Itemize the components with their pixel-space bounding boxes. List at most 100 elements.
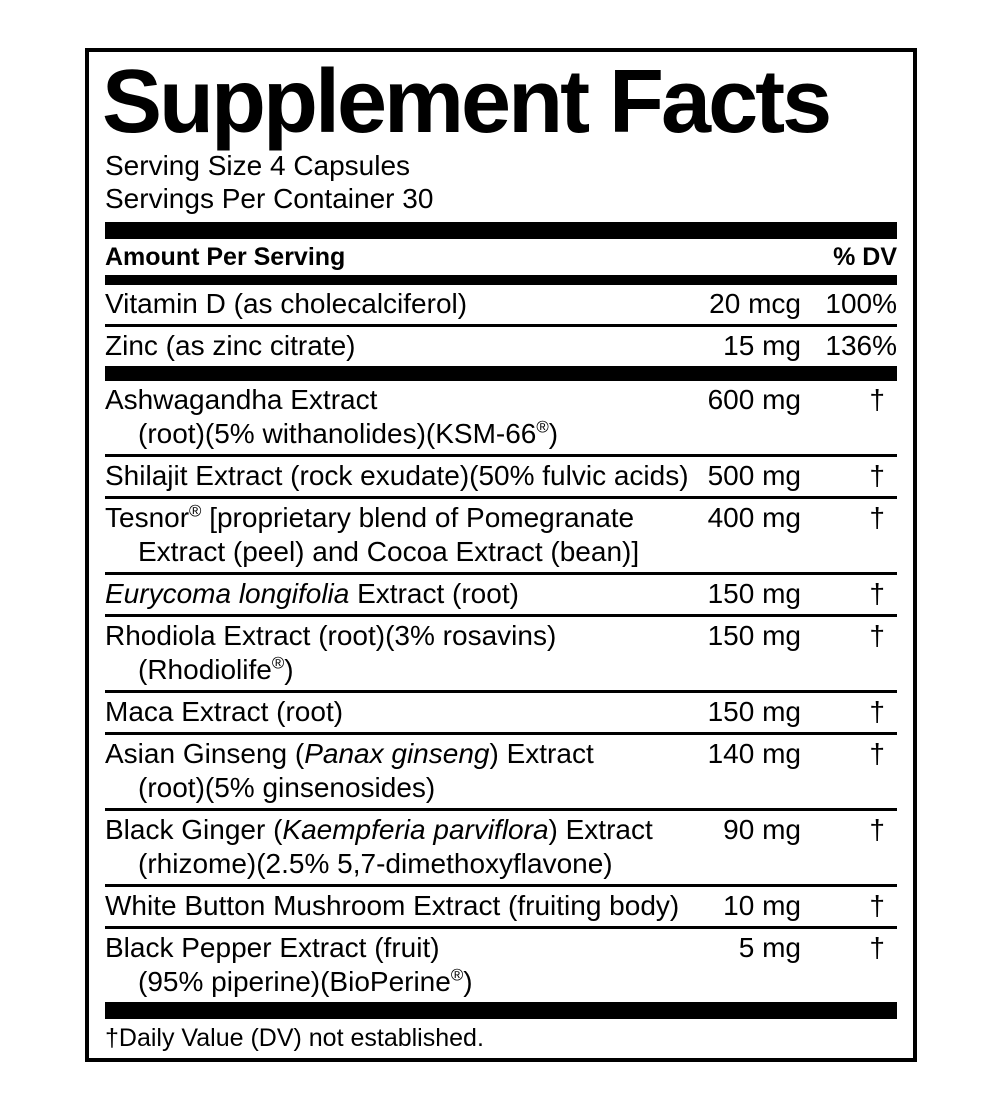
text-segment: Maca Extract (root) <box>105 696 344 727</box>
text-segment: Panax ginseng <box>304 738 490 769</box>
ingredient-row: Tesnor® [proprietary blend of Pomegranat… <box>105 496 897 572</box>
ingredient-name-line: (Rhodiolife®) <box>105 653 701 687</box>
ingredient-name-line: Shilajit Extract (rock exudate)(50% fulv… <box>105 459 701 493</box>
ingredient-name-line: Extract (peel) and Cocoa Extract (bean)] <box>105 535 701 569</box>
ingredient-amount: 150 mg <box>707 578 801 609</box>
ingredient-row: Zinc (as zinc citrate) 15 mg 136% <box>105 324 897 366</box>
text-segment: ) Extract <box>489 738 594 769</box>
ingredient-amount: 150 mg <box>707 696 801 727</box>
ingredient-dv: † <box>869 696 885 727</box>
dv-footnote: †Daily Value (DV) not established. <box>105 1024 484 1052</box>
amount-per-serving-header: Amount Per Serving <box>105 243 346 271</box>
ingredient-name: Ashwagandha Extract (root)(5% withanolide… <box>105 383 701 451</box>
separator-bar-medium <box>105 275 897 285</box>
ingredient-name-line: Zinc (as zinc citrate) <box>105 329 701 363</box>
ingredient-name-line: Rhodiola Extract (root)(3% rosavins) <box>105 619 701 653</box>
text-segment: ® <box>450 965 464 985</box>
ingredient-name-line: Vitamin D (as cholecalciferol) <box>105 287 701 321</box>
separator-bar-thick <box>105 1002 897 1019</box>
column-header-row: Amount Per Serving % DV <box>105 239 897 275</box>
ingredient-name-line: Ashwagandha Extract <box>105 383 701 417</box>
serving-size: Serving Size 4 Capsules <box>105 150 411 181</box>
ingredient-row: Black Pepper Extract (fruit) (95% piperin… <box>105 926 897 1002</box>
text-segment: Black Pepper Extract (fruit) <box>105 932 440 963</box>
percent-dv-header: % DV <box>833 243 897 271</box>
ingredient-name: Rhodiola Extract (root)(3% rosavins) (Rho… <box>105 619 701 687</box>
ingredient-name: Black Pepper Extract (fruit) (95% piperin… <box>105 931 701 999</box>
ingredient-row: Rhodiola Extract (root)(3% rosavins) (Rho… <box>105 614 897 690</box>
ingredient-dv: † <box>869 620 885 651</box>
ingredient-name: Vitamin D (as cholecalciferol) <box>105 287 701 321</box>
vitamin-mineral-rows: Vitamin D (as cholecalciferol) 20 mcg 100%… <box>105 285 897 366</box>
ingredient-name-line: White Button Mushroom Extract (fruiting … <box>105 889 701 923</box>
text-segment: Extract (root) <box>349 578 519 609</box>
ingredient-amount: 90 mg <box>723 814 801 845</box>
ingredient-row: Maca Extract (root) 150 mg † <box>105 690 897 732</box>
ingredient-name: Shilajit Extract (rock exudate)(50% fulv… <box>105 459 701 493</box>
ingredient-dv: 136% <box>825 330 897 361</box>
ingredient-dv: 100% <box>825 288 897 319</box>
ingredient-amount: 150 mg <box>707 620 801 651</box>
ingredient-dv: † <box>869 460 885 491</box>
ingredient-name: White Button Mushroom Extract (fruiting … <box>105 889 701 923</box>
ingredient-name: Zinc (as zinc citrate) <box>105 329 701 363</box>
text-segment: (root)(5% ginsenosides) <box>138 772 436 803</box>
ingredient-name: Black Ginger (Kaempferia parviflora) Ext… <box>105 813 701 881</box>
ingredient-row: Vitamin D (as cholecalciferol) 20 mcg 100% <box>105 285 897 324</box>
ingredient-name-line: (95% piperine)(BioPerine®) <box>105 965 701 999</box>
ingredient-dv: † <box>869 578 885 609</box>
botanical-ingredient-rows: Ashwagandha Extract (root)(5% withanolide… <box>105 381 897 1002</box>
ingredient-row: Black Ginger (Kaempferia parviflora) Ext… <box>105 808 897 884</box>
ingredient-name: Maca Extract (root) <box>105 695 701 729</box>
text-segment: Black Ginger ( <box>105 814 283 845</box>
separator-bar-thick <box>105 366 897 381</box>
text-segment: (95% piperine)(BioPerine <box>138 966 451 997</box>
text-segment: Vitamin D (as cholecalciferol) <box>105 288 468 319</box>
ingredient-dv: † <box>869 384 885 415</box>
ingredient-amount: 600 mg <box>707 384 801 415</box>
ingredient-amount: 15 mg <box>723 330 801 361</box>
text-segment: White Button Mushroom Extract (fruiting … <box>105 890 680 921</box>
ingredient-row: Eurycoma longifolia Extract (root) 150 mg… <box>105 572 897 614</box>
servings-per-container: Servings Per Container 30 <box>105 183 434 214</box>
supplement-facts-panel: Supplement Facts Serving Size 4 Capsules… <box>85 48 917 1062</box>
panel-title: Supplement Facts <box>102 52 832 152</box>
text-segment: Rhodiola Extract (root)(3% rosavins) <box>105 620 557 651</box>
text-segment: Ashwagandha Extract <box>105 384 378 415</box>
ingredient-dv: † <box>869 932 885 963</box>
ingredient-name-line: (root)(5% withanolides)(KSM-66®) <box>105 417 701 451</box>
ingredient-name: Eurycoma longifolia Extract (root) <box>105 577 701 611</box>
ingredient-amount: 400 mg <box>707 502 801 533</box>
separator-bar-thick <box>105 222 897 239</box>
ingredient-row: Asian Ginseng (Panax ginseng) Extract (ro… <box>105 732 897 808</box>
ingredient-row: Shilajit Extract (rock exudate)(50% fulv… <box>105 454 897 496</box>
ingredient-name-line: (rhizome)(2.5% 5,7-dimethoxyflavone) <box>105 847 701 881</box>
ingredient-name-line: Black Pepper Extract (fruit) <box>105 931 701 965</box>
text-segment: ® <box>189 501 202 521</box>
ingredient-row: Ashwagandha Extract (root)(5% withanolide… <box>105 381 897 454</box>
ingredient-name-line: Eurycoma longifolia Extract (root) <box>105 577 701 611</box>
ingredient-name-line: Asian Ginseng (Panax ginseng) Extract <box>105 737 701 771</box>
ingredient-name-line: (root)(5% ginsenosides) <box>105 771 701 805</box>
text-segment: ® <box>536 417 549 437</box>
text-segment: ® <box>271 653 285 673</box>
text-segment: Tesnor <box>105 502 190 533</box>
ingredient-dv: † <box>869 814 885 845</box>
ingredient-name-line: Black Ginger (Kaempferia parviflora) Ext… <box>105 813 701 847</box>
text-segment: Kaempferia parviflora <box>282 814 549 845</box>
ingredient-amount: 500 mg <box>707 460 801 491</box>
ingredient-row: White Button Mushroom Extract (fruiting … <box>105 884 897 926</box>
ingredient-amount: 10 mg <box>723 890 801 921</box>
text-segment: Shilajit Extract (rock exudate)(50% fulv… <box>105 460 689 491</box>
ingredient-dv: † <box>869 502 885 533</box>
ingredient-name: Tesnor® [proprietary blend of Pomegranat… <box>105 501 701 569</box>
text-segment: (root)(5% withanolides)(KSM-66 <box>138 418 537 449</box>
text-segment: Eurycoma longifolia <box>105 578 350 609</box>
ingredient-amount: 20 mcg <box>709 288 801 319</box>
text-segment: ) <box>463 966 473 997</box>
text-segment: (rhizome)(2.5% 5,7-dimethoxyflavone) <box>138 848 613 879</box>
ingredient-name: Asian Ginseng (Panax ginseng) Extract (ro… <box>105 737 701 805</box>
ingredient-dv: † <box>869 738 885 769</box>
text-segment: [proprietary blend of Pomegranate <box>201 502 635 533</box>
